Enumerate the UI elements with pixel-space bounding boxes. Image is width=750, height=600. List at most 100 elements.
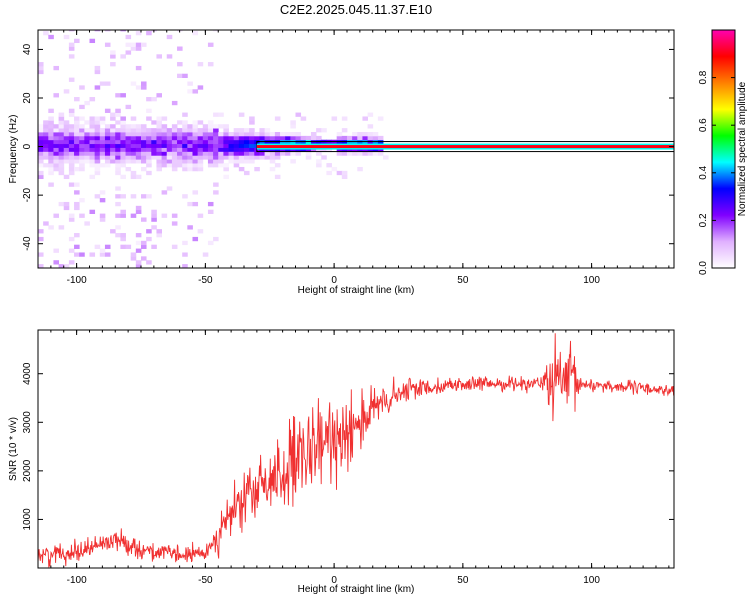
spectrogram-cell [202, 252, 209, 257]
spectrogram-cell [228, 139, 235, 145]
spectrogram-cell [140, 151, 147, 156]
spectrogram-cell [110, 147, 116, 152]
spectrogram-cell [53, 155, 59, 160]
spectrogram-cell [63, 201, 70, 207]
spectrogram-cell [171, 100, 178, 106]
spectrogram-cell [43, 155, 49, 160]
spectrogram-cell [43, 132, 49, 137]
spectrogram-cell [104, 42, 111, 47]
spectrogram-cell [104, 30, 111, 32]
spectrogram-cell [187, 151, 193, 156]
y-tick-label: 20 [22, 92, 33, 104]
spectrogram-cell [79, 213, 85, 218]
spectrogram-cell [120, 147, 126, 152]
spectrogram-cell [58, 132, 65, 137]
spectrogram-cell [249, 135, 255, 141]
spectrogram-cell [213, 159, 219, 164]
spectrogram-cell [94, 166, 101, 172]
spectrogram-cell [84, 143, 90, 148]
spectrogram-cell [89, 159, 96, 164]
spectrogram-cell [48, 124, 54, 129]
spectrogram-cell [264, 135, 271, 141]
spectrogram-cell [197, 143, 204, 148]
spectrogram-cell [63, 264, 70, 268]
spectrogram-cell [48, 120, 54, 125]
spectrogram-cell [192, 135, 199, 141]
spectrogram-cell [202, 135, 209, 141]
spectrogram-cell [166, 159, 173, 164]
spectrogram-cell [336, 135, 343, 141]
spectrogram-cell [58, 264, 65, 268]
spectrogram-cell [352, 151, 358, 156]
spectrogram-cell [156, 159, 162, 164]
spectrogram-cell [192, 166, 199, 172]
spectrogram-cell [151, 209, 157, 214]
spectrogram-cell [202, 151, 209, 156]
spectrogram-cell [115, 112, 121, 117]
spectrogram-cell [146, 260, 152, 265]
spectrogram-cell [295, 132, 302, 137]
spectrogram-cell [43, 151, 49, 156]
spectrogram-cell [89, 97, 96, 102]
spectrogram-cell [63, 147, 70, 152]
spectrogram-cell [135, 85, 142, 90]
spectrogram-cell [74, 201, 80, 207]
spectrogram-cell [89, 139, 96, 145]
spectrogram-cell [213, 155, 219, 160]
spectrogram-cell [166, 151, 173, 156]
spectrogram-cell [243, 143, 250, 148]
spectrogram-cell [182, 112, 188, 117]
spectrogram-cell [68, 42, 75, 47]
spectrogram-cell [207, 132, 214, 137]
spectrogram-cell [146, 151, 152, 156]
spectrogram-cell [341, 135, 348, 141]
spectrogram-cell [53, 135, 59, 141]
spectrogram-cell [115, 163, 121, 168]
spectrogram-cell [94, 163, 101, 168]
spectrogram-cell [99, 155, 106, 160]
spectrogram-cell [187, 128, 193, 133]
spectrogram-cell [74, 132, 80, 137]
spectrogram-cell [197, 163, 204, 168]
spectrogram-cell [207, 139, 214, 145]
spectrogram-cell [367, 151, 374, 156]
spectrogram-cell [48, 139, 54, 145]
spectrogram-cell [290, 124, 296, 129]
spectrogram-cell [135, 240, 142, 246]
spectrogram-cell [68, 260, 75, 265]
spectrogram-cell [94, 124, 101, 129]
spectrogram-cell [249, 155, 255, 160]
spectrogram-cell [53, 65, 59, 71]
spectrogram-cell [104, 124, 111, 129]
spectrogram-cell [166, 54, 173, 59]
spectrogram-cell [310, 135, 317, 141]
spectrogram-cell [48, 182, 54, 187]
spectrogram-cell [274, 135, 281, 141]
spectrogram-cell [218, 163, 224, 168]
spectrogram-cell [228, 151, 235, 156]
spectrogram-cell [192, 139, 199, 145]
spectrogram-cell [352, 132, 358, 137]
spectrogram-cell [156, 166, 162, 172]
spectrogram-cell [140, 81, 147, 86]
spectrogram-cell [192, 89, 199, 94]
spectrogram-cell [53, 163, 59, 168]
spectrogram-cell [79, 85, 85, 90]
spectrogram-cell [192, 163, 199, 168]
spectrogram-cell [120, 155, 126, 160]
spectrogram-cell [135, 155, 142, 160]
spectrogram-cell [171, 139, 178, 145]
spectrogram-cell [187, 155, 193, 160]
spectrogram-cell [58, 155, 65, 160]
spectrogram-cell [357, 166, 363, 172]
spectrogram-cell [223, 147, 229, 152]
spectrogram-cell [130, 155, 137, 160]
y-tick-label: 2000 [22, 459, 33, 482]
spectrogram-cell [146, 139, 152, 145]
spectrogram-cell [259, 135, 265, 141]
spectrogram-cell [115, 143, 121, 148]
y-tick-label: 4000 [22, 362, 33, 385]
spectrogram-cell [110, 229, 116, 234]
spectrogram-cell [53, 124, 59, 129]
